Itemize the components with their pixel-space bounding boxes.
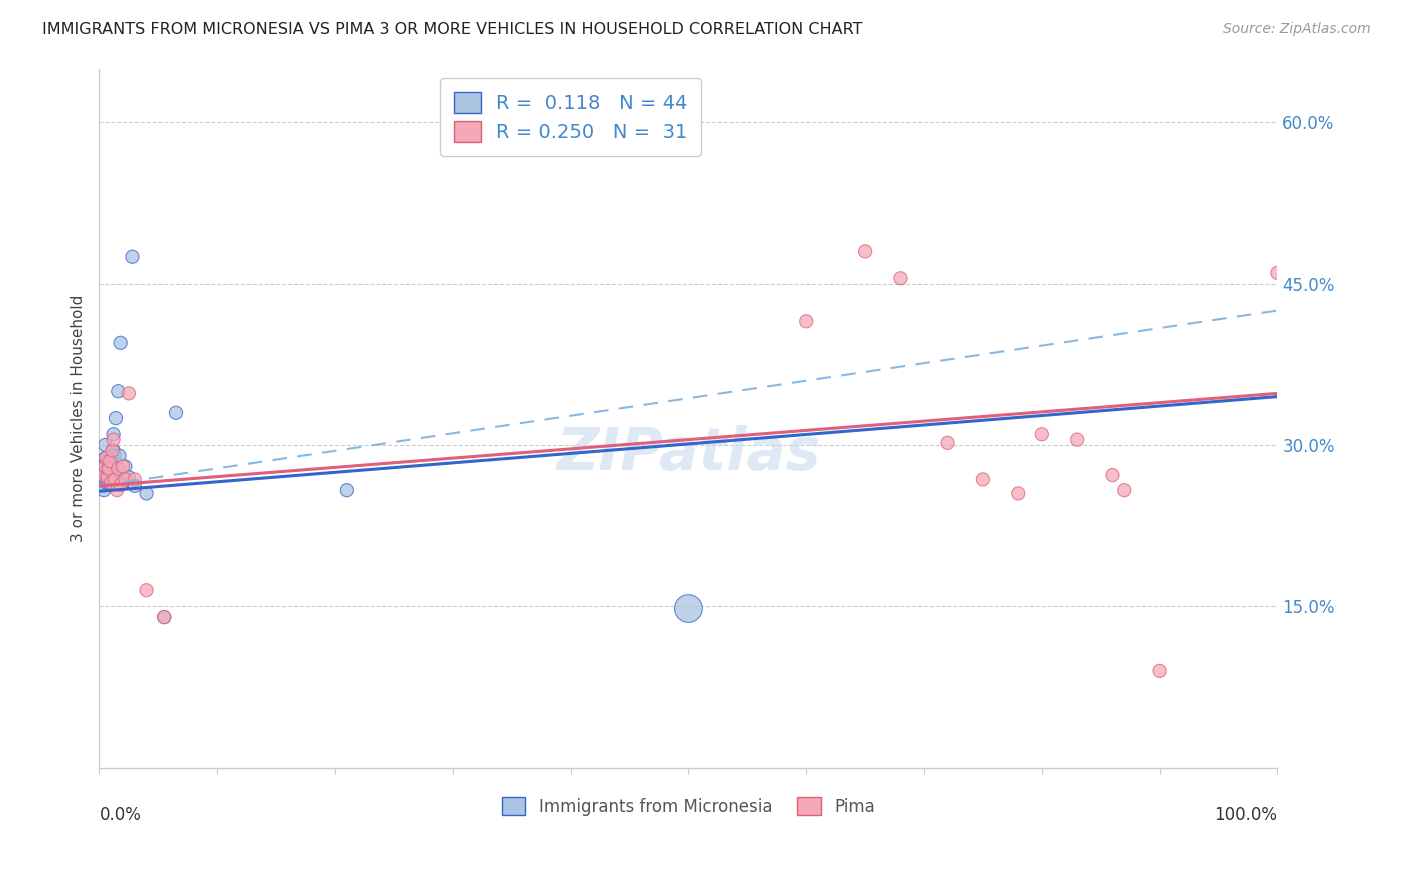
Point (98, 458, 121, 472)
Point (101, 459, 124, 474)
Point (1101, 468, 1123, 483)
Point (97, 461, 120, 475)
Point (97, 470, 120, 484)
Point (94, 438, 117, 452)
Point (110, 478, 132, 492)
Point (100, 475, 122, 490)
Point (135, 486, 157, 500)
Point (936, 435, 959, 450)
Point (98, 465, 121, 479)
Point (97, 459, 120, 474)
Point (1007, 486, 1029, 500)
Point (91, 468, 114, 483)
Point (97, 461, 120, 475)
Point (1267, 266, 1289, 280)
Point (972, 472, 994, 486)
Point (98, 472, 121, 486)
Point (124, 472, 146, 486)
Point (101, 443, 124, 458)
Point (100, 458, 122, 472)
Point (107, 461, 129, 475)
Point (1031, 427, 1053, 442)
Point (794, 314, 817, 328)
Point (111, 459, 134, 474)
Point (153, 610, 176, 624)
Point (678, 601, 700, 615)
Point (97, 475, 120, 490)
Point (97, 470, 120, 484)
Point (114, 459, 136, 474)
Point (110, 335, 132, 350)
Point (97, 468, 120, 483)
Point (107, 384, 129, 399)
Text: 0.0%: 0.0% (100, 806, 142, 824)
Point (94, 450, 117, 465)
Point (121, 250, 143, 264)
Point (104, 449, 127, 463)
Point (101, 449, 124, 463)
Point (114, 472, 136, 486)
Point (96, 468, 118, 483)
Point (1066, 433, 1088, 447)
Text: ZIPatlas: ZIPatlas (557, 425, 821, 482)
Point (336, 483, 359, 498)
Point (103, 427, 125, 442)
Y-axis label: 3 or more Vehicles in Household: 3 or more Vehicles in Household (72, 294, 86, 541)
Point (104, 411, 127, 425)
Point (96, 475, 118, 490)
Text: IMMIGRANTS FROM MICRONESIA VS PIMA 3 OR MORE VEHICLES IN HOUSEHOLD CORRELATION C: IMMIGRANTS FROM MICRONESIA VS PIMA 3 OR … (42, 22, 863, 37)
Point (91, 468, 114, 483)
Point (889, 271, 911, 285)
Point (100, 465, 122, 479)
Point (111, 475, 134, 490)
Text: 100.0%: 100.0% (1215, 806, 1278, 824)
Point (165, 406, 187, 420)
Point (94, 459, 117, 474)
Point (104, 465, 127, 479)
Point (93, 483, 115, 498)
Text: Source: ZipAtlas.com: Source: ZipAtlas.com (1223, 22, 1371, 37)
Point (93, 470, 115, 484)
Point (104, 472, 127, 486)
Point (853, 244, 876, 259)
Point (108, 449, 131, 463)
Point (105, 483, 128, 498)
Point (100, 470, 122, 484)
Point (103, 443, 125, 458)
Point (1114, 483, 1136, 498)
Point (97, 454, 120, 468)
Point (103, 433, 125, 447)
Point (96, 450, 118, 465)
Point (94, 465, 117, 479)
Point (94, 472, 117, 486)
Point (1149, 664, 1171, 678)
Point (94, 459, 117, 474)
Point (135, 583, 157, 598)
Point (105, 458, 128, 472)
Legend: Immigrants from Micronesia, Pima: Immigrants from Micronesia, Pima (495, 790, 882, 822)
Point (98, 454, 121, 468)
Point (124, 479, 146, 493)
Point (91, 479, 114, 493)
Point (118, 470, 141, 484)
Point (153, 610, 176, 624)
Point (118, 386, 141, 401)
